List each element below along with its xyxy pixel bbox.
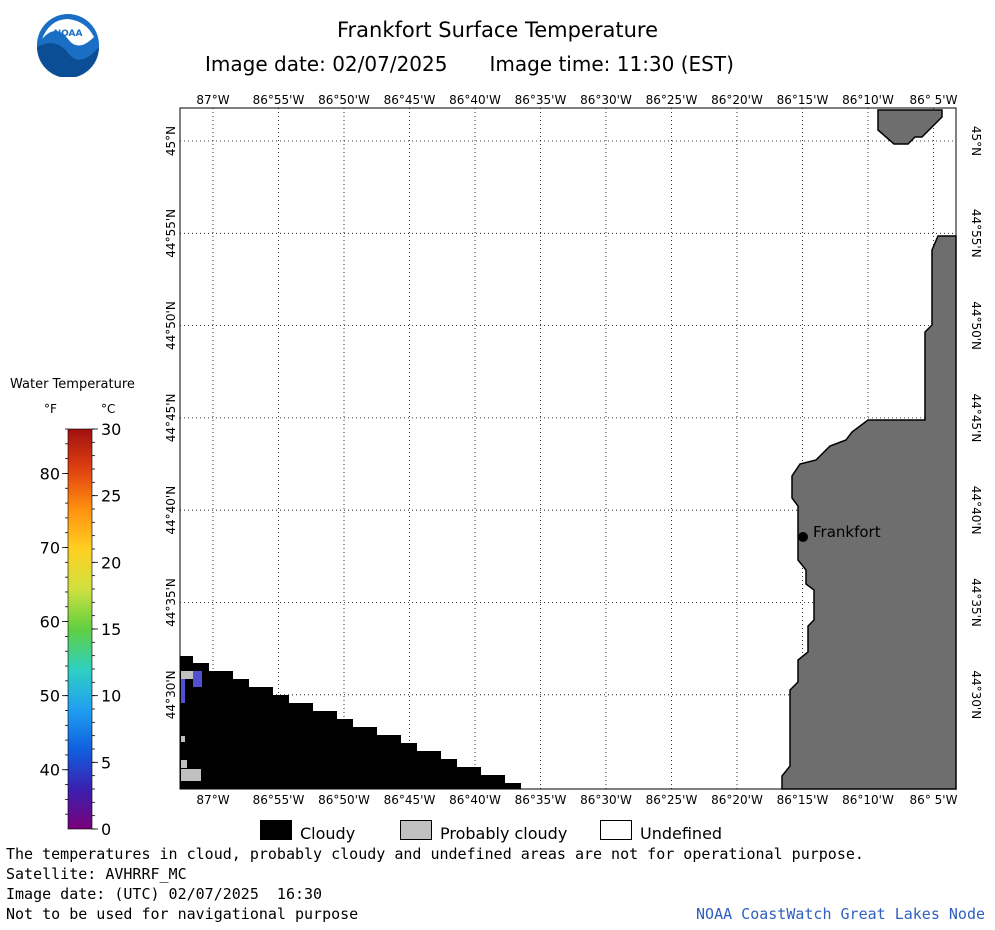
lon-label-bottom: 86°20'W — [711, 793, 763, 807]
lon-label-bottom: 86° 5'W — [910, 793, 958, 807]
fahrenheit-tick-label: 60 — [40, 613, 60, 632]
probably-cloudy-swatch — [400, 820, 432, 840]
celsius-tick-label: 0 — [101, 820, 111, 839]
lat-label-right: 44°35'N — [969, 578, 983, 627]
legend-title: Water Temperature — [10, 377, 135, 392]
lon-labels-bottom: 87°W 86°55'W 86°50'W 86°45'W 86°40'W 86°35'W 8… — [196, 793, 957, 807]
lon-label-bottom: 86°30'W — [580, 793, 632, 807]
lon-label-top: 86°50'W — [318, 93, 370, 107]
celsius-tick-label: 25 — [101, 487, 121, 506]
lat-labels-right: 45°N 44°55'N 44°50'N 44°45'N 44°40'N 44°35'N 4… — [969, 126, 983, 719]
footer-satellite: Satellite: AVHRRF_MC — [6, 865, 187, 883]
lon-label-top: 86°40'W — [449, 93, 501, 107]
lon-label-bottom: 86°15'W — [777, 793, 829, 807]
celsius-tick-label: 20 — [101, 553, 121, 572]
color-scale-bar — [67, 428, 93, 830]
lon-label-top: 86° 5'W — [910, 93, 958, 107]
lat-labels-left: 45°N 44°55'N 44°50'N 44°45'N 44°40'N 44°35'N 4… — [164, 126, 178, 719]
footer-utc-date: Image date: (UTC) 02/07/2025 16:30 — [6, 885, 323, 903]
probably-cloudy-label: Probably cloudy — [440, 824, 568, 843]
lon-label-top: 86°20'W — [711, 93, 763, 107]
lon-label-top: 86°35'W — [515, 93, 567, 107]
undefined-swatch — [600, 820, 632, 840]
lon-labels-top: 87°W 86°55'W 86°50'W 86°45'W 86°40'W 86°35'W 8… — [196, 93, 957, 107]
probably-cloudy-patch — [181, 736, 185, 742]
fahrenheit-labels: 80 70 60 50 40 — [40, 464, 60, 779]
lat-label-right: 44°55'N — [969, 209, 983, 258]
lon-label-top: 86°45'W — [384, 93, 436, 107]
probably-cloudy-patch — [181, 760, 187, 768]
lon-label-top: 86°25'W — [646, 93, 698, 107]
lon-label-bottom: 86°45'W — [384, 793, 436, 807]
lat-label-left: 45°N — [164, 126, 178, 156]
lat-label-left: 44°40'N — [164, 486, 178, 535]
lon-label-bottom: 86°40'W — [449, 793, 501, 807]
lon-label-bottom: 86°25'W — [646, 793, 698, 807]
lon-label-bottom: 86°35'W — [515, 793, 567, 807]
celsius-tick-label: 15 — [101, 620, 121, 639]
lat-label-left: 44°55'N — [164, 209, 178, 258]
lon-label-top: 86°55'W — [253, 93, 305, 107]
cloudy-swatch — [260, 820, 292, 840]
noaa-logo: NOAA — [36, 13, 100, 81]
footer-disclaimer: The temperatures in cloud, probably clou… — [6, 845, 864, 863]
celsius-tick-label: 10 — [101, 687, 121, 706]
image-date: Image date: 02/07/2025 — [205, 52, 448, 76]
lon-label-bottom: 86°50'W — [318, 793, 370, 807]
lon-label-top: 87°W — [196, 93, 229, 107]
fahrenheit-tick-label: 50 — [40, 687, 60, 706]
lon-label-top: 86°30'W — [580, 93, 632, 107]
city-label: Frankfort — [813, 523, 881, 541]
fahrenheit-tick-label: 80 — [40, 464, 60, 483]
undefined-label: Undefined — [640, 824, 723, 843]
page-title: Frankfort Surface Temperature — [336, 18, 658, 42]
frankfort-marker — [798, 532, 808, 542]
probably-cloudy-patch — [181, 671, 193, 679]
lon-label-bottom: 87°W — [196, 793, 229, 807]
image-datetime: Image date: 02/07/2025 Image time: 11:30 … — [205, 52, 776, 76]
footer-nav-warning: Not to be used for navigational purpose — [6, 905, 359, 923]
lat-label-right: 44°30'N — [969, 670, 983, 719]
lon-label-bottom: 86°10'W — [842, 793, 894, 807]
celsius-tick-label: 30 — [101, 420, 121, 439]
lat-label-right: 44°50'N — [969, 301, 983, 350]
lat-label-right: 44°45'N — [969, 393, 983, 442]
probably-cloudy-patch — [181, 769, 201, 781]
logo-text: NOAA — [54, 29, 83, 39]
lon-label-bottom: 86°55'W — [253, 793, 305, 807]
water-pixel — [181, 679, 185, 703]
color-scale-ticks — [62, 428, 98, 830]
lat-label-left: 44°50'N — [164, 301, 178, 350]
fahrenheit-tick-label: 70 — [40, 539, 60, 558]
lat-label-left: 44°45'N — [164, 393, 178, 442]
lon-label-top: 86°10'W — [842, 93, 894, 107]
cloudy-label: Cloudy — [300, 824, 356, 843]
water-pixel — [193, 671, 202, 687]
fahrenheit-tick-label: 40 — [40, 761, 60, 780]
lat-label-left: 44°30'N — [164, 670, 178, 719]
land-island — [877, 109, 943, 145]
cloud-area — [180, 656, 521, 789]
lon-label-top: 86°15'W — [777, 93, 829, 107]
land-area — [781, 235, 957, 790]
image-time: Image time: 11:30 (EST) — [489, 52, 734, 76]
lat-label-right: 45°N — [969, 126, 983, 156]
footer-credit: NOAA CoastWatch Great Lakes Node — [696, 905, 985, 923]
celsius-tick-label: 5 — [101, 753, 111, 772]
lat-label-left: 44°35'N — [164, 578, 178, 627]
unit-fahrenheit: °F — [44, 402, 57, 416]
celsius-labels: 30 25 20 15 10 5 0 — [101, 420, 121, 839]
lat-label-right: 44°40'N — [969, 486, 983, 535]
unit-celsius: °C — [101, 402, 116, 416]
